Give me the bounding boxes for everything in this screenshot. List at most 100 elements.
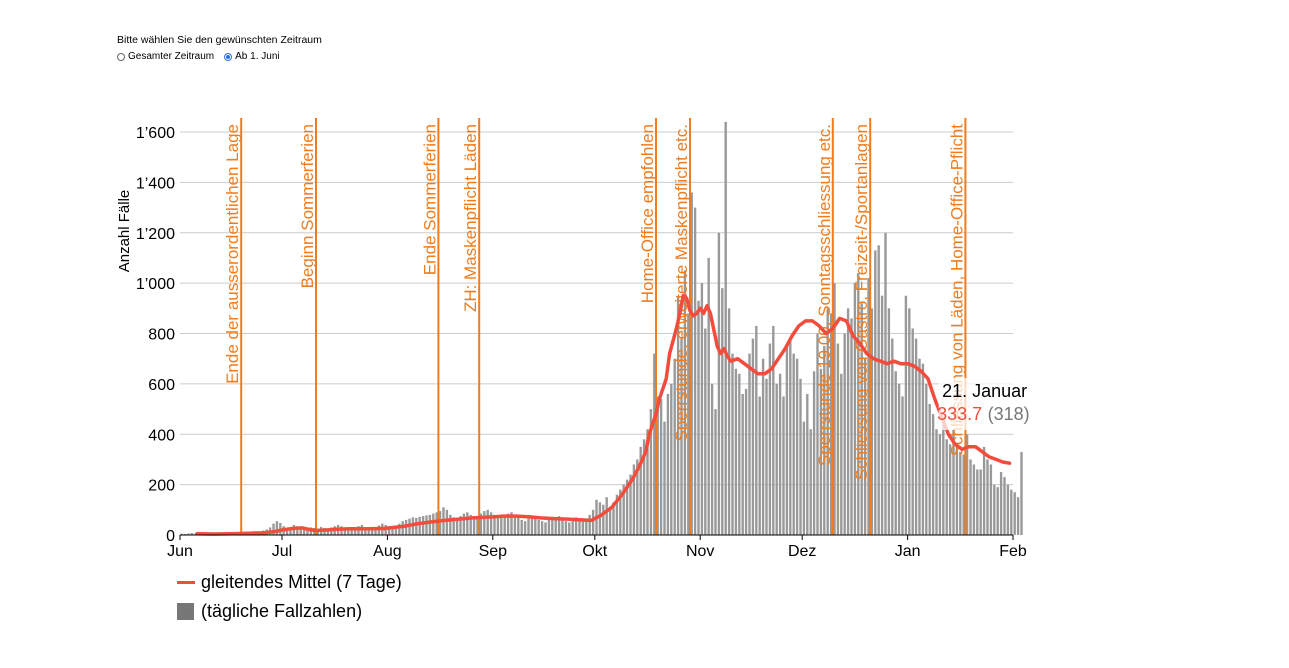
y-tick-label: 600 bbox=[148, 377, 175, 394]
daily-cases-bar bbox=[455, 518, 459, 535]
y-tick-label: 200 bbox=[148, 478, 175, 495]
radio-circle-june[interactable] bbox=[224, 52, 233, 61]
daily-cases-bar bbox=[870, 308, 874, 535]
event-label: Schliessung von Läden, Home-Office-Pflic… bbox=[947, 124, 966, 457]
y-tick-label: 0 bbox=[166, 528, 175, 545]
daily-cases-bar bbox=[275, 521, 279, 535]
daily-cases-bar bbox=[629, 474, 632, 535]
daily-cases-bar bbox=[687, 313, 690, 535]
daily-cases-bar bbox=[744, 388, 748, 535]
daily-cases-bar bbox=[959, 451, 962, 535]
daily-cases-bar bbox=[891, 338, 894, 535]
daily-cases-bar bbox=[680, 338, 683, 535]
daily-cases-bar bbox=[993, 484, 996, 535]
daily-cases-bar bbox=[1016, 497, 1020, 535]
daily-cases-bar bbox=[921, 363, 925, 535]
y-tick-label: 1’000 bbox=[136, 276, 175, 293]
daily-cases-bar bbox=[459, 516, 462, 535]
daily-cases-bar bbox=[908, 308, 911, 535]
daily-cases-bar bbox=[860, 303, 863, 535]
daily-cases-bar bbox=[353, 527, 357, 535]
period-radio-group: Gesamter Zeitraum Ab 1. Juni bbox=[117, 51, 322, 62]
x-tick-label: Jan bbox=[895, 543, 921, 560]
daily-cases-bar bbox=[833, 283, 836, 535]
daily-cases-bar bbox=[721, 288, 724, 535]
daily-cases-bar bbox=[748, 353, 751, 535]
legend-item-mean: gleitendes Mittel (7 Tage) bbox=[177, 568, 402, 597]
daily-cases-bar bbox=[537, 519, 540, 535]
daily-cases-bar bbox=[190, 532, 194, 535]
daily-cases-bar bbox=[479, 513, 483, 535]
tooltip-date: 21. Januar bbox=[942, 381, 1027, 401]
daily-cases-bar bbox=[880, 295, 884, 535]
daily-cases-bar bbox=[370, 529, 374, 535]
daily-cases-bar bbox=[727, 308, 731, 535]
daily-cases-bar bbox=[690, 192, 693, 535]
daily-cases-bar bbox=[564, 521, 568, 535]
daily-cases-bar bbox=[602, 504, 605, 535]
daily-cases-bar bbox=[326, 529, 330, 535]
daily-cases-bar bbox=[523, 521, 527, 535]
daily-cases-bar bbox=[850, 318, 853, 535]
daily-cases-bar bbox=[819, 368, 823, 535]
daily-cases-bar bbox=[812, 371, 816, 535]
daily-cases-bar bbox=[653, 353, 656, 535]
daily-cases-bar bbox=[483, 511, 486, 535]
daily-cases-bar bbox=[1003, 477, 1006, 535]
daily-cases-bar bbox=[646, 429, 649, 535]
daily-cases-bar bbox=[561, 519, 564, 535]
daily-cases-bar bbox=[731, 353, 734, 535]
daily-cases-bar bbox=[704, 328, 707, 535]
daily-cases-bar bbox=[418, 516, 421, 535]
daily-cases-bar bbox=[527, 518, 530, 535]
daily-cases-bar bbox=[496, 517, 500, 535]
daily-cases-bar bbox=[663, 421, 666, 535]
daily-cases-bar bbox=[799, 378, 802, 535]
daily-cases-bar bbox=[588, 514, 591, 535]
daily-cases-bar bbox=[608, 507, 612, 535]
daily-cases-bar bbox=[659, 398, 663, 535]
daily-cases-bar bbox=[741, 393, 744, 535]
daily-cases-bar bbox=[778, 373, 782, 535]
daily-cases-bar bbox=[931, 414, 935, 535]
daily-cases-bar bbox=[717, 232, 721, 535]
daily-cases-bar bbox=[462, 513, 466, 535]
daily-cases-bar bbox=[772, 325, 775, 535]
daily-cases-bar bbox=[374, 527, 377, 535]
event-label: Home-Office empfohlen bbox=[638, 124, 657, 303]
daily-cases-bar bbox=[387, 526, 391, 535]
daily-cases-bar bbox=[693, 207, 697, 535]
daily-cases-bar bbox=[948, 444, 952, 535]
radio-circle-total[interactable] bbox=[117, 52, 125, 61]
daily-cases-bar bbox=[761, 358, 765, 535]
daily-cases-bar bbox=[296, 526, 299, 535]
event-label: Sperrstunde, erweiterte Maskenpflicht et… bbox=[672, 124, 691, 441]
daily-cases-bar bbox=[568, 522, 571, 535]
daily-cases-bar bbox=[816, 333, 819, 535]
daily-cases-bar bbox=[826, 308, 829, 535]
daily-cases-bar bbox=[449, 514, 452, 535]
radio-option-june[interactable]: Ab 1. Juni bbox=[224, 51, 280, 62]
daily-cases-bar bbox=[636, 459, 639, 535]
daily-cases-bar bbox=[697, 300, 700, 535]
radio-label-june: Ab 1. Juni bbox=[235, 51, 280, 62]
daily-cases-bar bbox=[802, 421, 806, 535]
daily-cases-bar bbox=[823, 346, 826, 535]
radio-option-total[interactable]: Gesamter Zeitraum bbox=[117, 51, 214, 62]
daily-cases-bar bbox=[683, 270, 687, 535]
event-label: Ende Sommerferien bbox=[420, 124, 439, 275]
legend-label-mean: gleitendes Mittel (7 Tage) bbox=[201, 572, 402, 592]
daily-cases-bar bbox=[911, 328, 914, 535]
daily-cases-bar bbox=[700, 283, 704, 535]
daily-cases-bar bbox=[517, 517, 520, 535]
daily-cases-bar bbox=[928, 404, 931, 535]
daily-cases-bar bbox=[585, 518, 588, 535]
daily-cases-bar bbox=[996, 487, 999, 535]
legend-bar-swatch bbox=[177, 603, 194, 620]
daily-cases-bar bbox=[976, 469, 979, 535]
daily-cases-bar bbox=[751, 338, 755, 535]
daily-cases-bar bbox=[918, 358, 921, 535]
daily-cases-bar bbox=[574, 517, 578, 535]
y-tick-label: 800 bbox=[148, 327, 175, 344]
daily-cases-bar bbox=[714, 409, 717, 535]
